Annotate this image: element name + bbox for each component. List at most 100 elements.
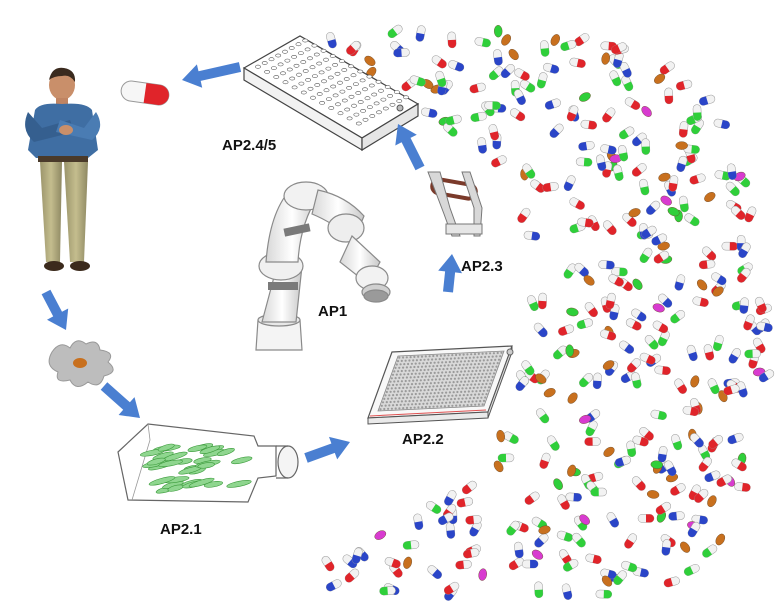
capsule — [447, 31, 457, 49]
cell-icon — [48, 340, 114, 387]
capsule — [676, 155, 688, 172]
capsule — [653, 250, 670, 264]
capsule — [344, 568, 360, 583]
capsule — [508, 557, 525, 571]
capsule — [531, 549, 544, 560]
capsule — [567, 392, 578, 404]
capsule — [580, 119, 598, 130]
capsule — [539, 452, 551, 469]
capsule — [521, 559, 539, 569]
capsule — [522, 163, 536, 179]
capsule — [438, 512, 454, 525]
capsule — [716, 474, 732, 487]
label-ap2-2: AP2.2 — [402, 431, 444, 448]
capsule — [546, 435, 560, 451]
capsule — [708, 434, 724, 449]
capsule — [725, 181, 740, 197]
capsule — [563, 558, 579, 572]
capsule — [637, 514, 655, 523]
capsule — [595, 589, 613, 599]
capsule — [572, 532, 586, 548]
capsule — [678, 121, 689, 138]
capsule — [497, 453, 515, 463]
capsule — [601, 575, 613, 587]
capsule — [519, 79, 536, 93]
robot-arm-icon — [255, 181, 391, 351]
capsule — [569, 197, 585, 210]
capsule — [523, 230, 541, 241]
capsule — [679, 195, 689, 213]
capsule — [488, 124, 500, 141]
capsule — [631, 476, 646, 491]
capsule — [702, 544, 718, 558]
capsule — [543, 388, 556, 398]
capsule — [737, 267, 751, 283]
capsule — [602, 220, 617, 236]
arrow-person-to-cell — [41, 289, 69, 330]
capsule — [641, 106, 652, 117]
capsule — [692, 296, 709, 307]
capsule — [579, 514, 590, 525]
capsule — [628, 208, 641, 218]
capsule — [625, 318, 642, 331]
capsule — [603, 446, 615, 457]
capsule — [605, 292, 616, 310]
capsule — [561, 583, 573, 600]
arrow-robot-to-gripper — [438, 254, 462, 293]
capsule — [488, 66, 504, 81]
capsule — [657, 293, 673, 308]
capsule — [727, 432, 744, 445]
capsule — [641, 225, 657, 239]
capsule — [346, 40, 361, 55]
capsule — [325, 579, 342, 592]
capsule — [663, 576, 680, 588]
capsule — [533, 322, 548, 338]
capsule — [448, 60, 465, 72]
capsule — [675, 79, 693, 91]
capsule — [584, 437, 601, 446]
capsule — [641, 138, 651, 155]
capsule — [731, 205, 746, 220]
capsule — [558, 324, 575, 336]
label-ap2-4-5: AP2.4/5 — [222, 137, 276, 154]
capsule — [509, 108, 526, 122]
capsule — [585, 420, 598, 437]
capsule — [704, 470, 721, 483]
capsule — [493, 25, 503, 38]
capsule — [478, 568, 487, 581]
capsule — [425, 500, 442, 514]
capsule — [692, 104, 702, 121]
capsule — [566, 307, 579, 317]
capsule — [715, 533, 726, 546]
capsule — [496, 429, 505, 443]
capsule — [721, 241, 739, 251]
capsule — [667, 207, 680, 217]
capsule — [619, 61, 632, 78]
capsule — [524, 491, 540, 505]
capsule — [621, 75, 634, 92]
capsule — [680, 541, 691, 553]
capsule — [660, 195, 672, 206]
capsule — [364, 55, 376, 66]
capsule — [403, 556, 413, 569]
label-ap1: AP1 — [318, 303, 347, 320]
arrow-gripper-to-plate — [395, 124, 425, 171]
capsule — [463, 548, 480, 559]
capsule — [654, 365, 671, 375]
capsule — [639, 178, 650, 196]
capsule — [465, 515, 482, 525]
capsule — [632, 278, 643, 290]
gripper-icon — [427, 171, 483, 237]
capsule — [600, 329, 617, 341]
capsule — [664, 460, 677, 477]
capsule — [415, 25, 426, 42]
capsule — [670, 310, 686, 324]
capsule — [493, 460, 504, 473]
capsule — [584, 302, 598, 318]
capsule — [443, 122, 458, 137]
capsule — [650, 460, 663, 469]
capsule — [617, 145, 629, 162]
capsule — [631, 372, 642, 389]
capsule — [668, 175, 679, 192]
